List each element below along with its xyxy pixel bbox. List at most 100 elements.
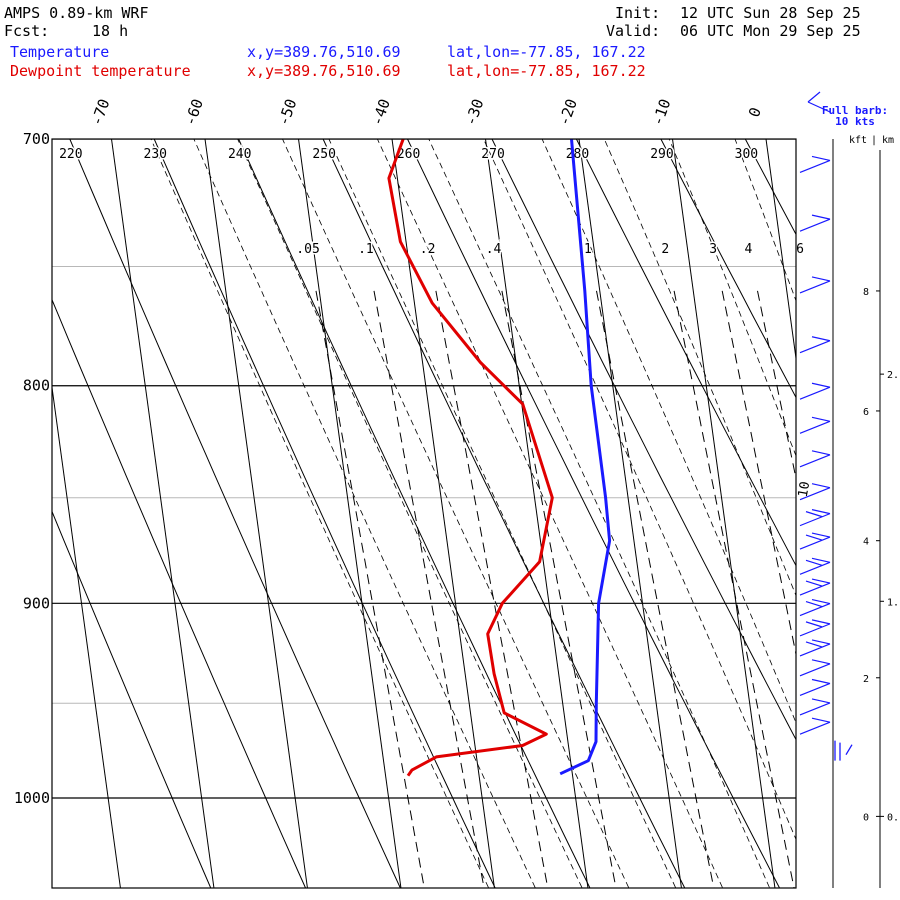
mixing-ratio-label: .2	[420, 242, 436, 257]
dry-adiabat	[69, 139, 401, 888]
dry-adiabat	[52, 298, 307, 888]
wind-barb	[799, 619, 831, 637]
wind-barb	[799, 532, 831, 550]
wind-barb	[799, 698, 831, 716]
barb-legend-line1: Full barb:	[822, 104, 888, 117]
theta-label: 280	[566, 147, 589, 162]
theta-label: 240	[228, 147, 251, 162]
wind-barb	[799, 214, 831, 232]
pressure-label: 800	[23, 377, 50, 395]
isotherm-line	[110, 139, 215, 888]
forecast-hours: 18 h	[92, 22, 129, 40]
moist-adiabat	[282, 139, 630, 888]
height-axis: kft km | 8 6 4 2 0 2. 1. 0.	[849, 135, 899, 888]
dry-adiabat	[575, 139, 796, 567]
isotherm-line	[0, 85, 29, 900]
dry-adiabat	[406, 139, 781, 888]
moist-adiabat	[328, 139, 677, 888]
mixing-ratio-line	[809, 291, 900, 900]
isotherm-line	[204, 139, 308, 888]
isotherm-line	[671, 139, 776, 888]
temperature-tick-label: -20	[555, 97, 581, 129]
legend-temperature-xy: x,y=389.76,510.69	[247, 43, 401, 61]
km-tick-label: 2.	[887, 370, 899, 381]
legend-dewpoint-latlon: lat,lon=-77.85, 167.22	[447, 62, 646, 80]
mixing-ratio-line	[501, 290, 617, 888]
mixing-ratio-label: 6	[796, 242, 804, 257]
isotherm-line	[484, 139, 589, 888]
temperature-tick-label: -40	[368, 97, 394, 129]
kft-tick-label: 8	[863, 287, 869, 298]
kft-label: kft	[849, 135, 867, 146]
kft-tick-label: 4	[863, 537, 869, 548]
moist-adiabat	[376, 139, 724, 888]
mixing-ratio-line	[373, 290, 485, 888]
theta-label: 220	[59, 147, 82, 162]
forecast-label: Fcst:	[4, 22, 50, 40]
isotherm-line	[765, 139, 796, 363]
kft-km-separator: |	[871, 135, 877, 146]
moist-adiabat	[428, 139, 771, 888]
valid-label: Valid:	[606, 22, 661, 40]
moist-adiabat	[150, 139, 490, 888]
km-tick-label: 1.	[887, 597, 899, 608]
mixing-ratio-label: .1	[358, 242, 374, 257]
mixing-ratio-line	[435, 290, 549, 888]
mixing-ratio-label: .4	[486, 242, 502, 257]
isotherm-line	[52, 383, 121, 888]
theta-label: 230	[144, 147, 167, 162]
temperature-tick-label: -70	[87, 97, 113, 129]
legend-dewpoint-xy: x,y=389.76,510.69	[247, 62, 401, 80]
kft-tick-label: 6	[863, 407, 869, 418]
moist-adiabat	[193, 139, 536, 888]
wind-barb	[799, 557, 831, 575]
mixing-ratio-label: 1	[584, 242, 592, 257]
moist-adiabat	[541, 139, 796, 724]
wind-barb	[799, 717, 831, 735]
wind-barb	[799, 598, 831, 617]
chart-grid	[0, 85, 900, 900]
wind-barb	[799, 450, 831, 468]
kft-tick-label: 0	[863, 812, 869, 823]
temperature-tick-label: -30	[461, 97, 487, 129]
theta-label: 250	[312, 147, 335, 162]
valid-time: 06 UTC Mon 29 Sep 25	[680, 22, 861, 40]
km-label: km	[882, 135, 894, 146]
pressure-label: 1000	[14, 789, 50, 807]
moist-adiabat	[237, 139, 583, 888]
moist-adiabat	[483, 139, 796, 841]
mixing-ratio-label: 3	[709, 242, 717, 257]
theta-label: 260	[397, 147, 420, 162]
model-title: AMPS 0.89-km WRF	[4, 4, 149, 22]
temperature-tick-label: -50	[274, 97, 300, 129]
moist-adiabat	[668, 139, 796, 457]
kft-tick-label: 2	[863, 674, 869, 685]
temperature-tick-label: -60	[181, 97, 207, 129]
dry-adiabat	[153, 139, 496, 888]
init-label: Init:	[615, 4, 661, 22]
dry-adiabat	[801, 85, 900, 900]
wind-barb	[799, 639, 831, 657]
wind-barb	[799, 578, 831, 596]
barb-legend-symbol	[807, 91, 831, 113]
mixing-ratio-label: 4	[745, 242, 753, 257]
dry-adiabat	[52, 510, 212, 888]
isotherm-line	[391, 139, 495, 888]
temperature-tick-label: 0	[745, 105, 765, 120]
dry-adiabat	[238, 139, 591, 888]
legend-temperature-latlon: lat,lon=-77.85, 167.22	[447, 43, 646, 61]
dewpoint-profile	[387, 139, 554, 777]
dry-adiabat	[491, 139, 796, 741]
mixing-ratio-line	[757, 290, 796, 481]
mixing-ratio-label: 2	[661, 242, 669, 257]
dry-adiabat	[885, 85, 900, 900]
theta-label: 300	[735, 147, 758, 162]
dry-adiabat	[660, 139, 796, 399]
mixing-ratio-label: .05	[296, 242, 319, 257]
isotherm-line	[852, 85, 900, 900]
wind-barb	[799, 276, 831, 294]
wind-barb	[799, 155, 831, 173]
wind-barb	[799, 678, 831, 697]
